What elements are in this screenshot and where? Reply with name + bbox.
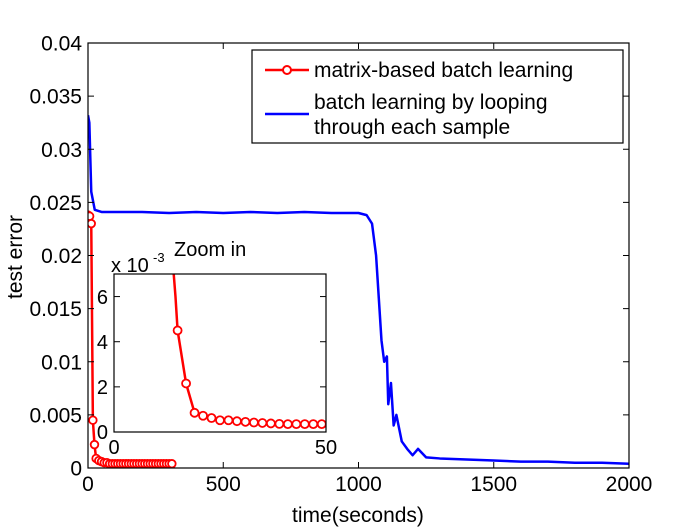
inset-matrix-point — [181, 378, 191, 389]
inset-title: Zoom in — [174, 239, 246, 261]
legend-label-looping-line-2: through each sample — [314, 116, 510, 139]
main-y-tick-label: 0 — [70, 458, 82, 481]
inset-matrix-point — [198, 410, 208, 421]
inset-matrix-point — [274, 418, 285, 429]
inset-y-tick-label: 2 — [97, 377, 108, 399]
main-x-tick-label: 0 — [82, 473, 94, 496]
inset-matrix-point — [172, 325, 183, 336]
inset-matrix-point — [265, 418, 276, 429]
main-y-tick-label: 0.025 — [29, 192, 82, 215]
inset-matrix-point — [215, 415, 225, 426]
inset-y-tick-label: 4 — [97, 332, 108, 354]
main-x-ticks: 0 500 1000 1500 2000 — [82, 43, 652, 496]
inset-matrix-point — [299, 419, 310, 430]
main-x-tick-label: 1000 — [335, 473, 382, 496]
inset-matrix-point — [223, 415, 234, 426]
inset-series-matrix — [172, 274, 326, 430]
inset-matrix-point — [249, 417, 259, 428]
inset-y-ticks: 0 2 4 6 — [97, 287, 326, 444]
series-looping — [88, 115, 629, 465]
inset-scale-label: x 10 -3 — [111, 250, 165, 277]
inset-y-tick-label: 6 — [97, 287, 108, 309]
main-y-tick-label: 0.015 — [29, 298, 82, 321]
main-y-tick-label: 0.03 — [41, 139, 82, 162]
inset-plot-area — [114, 274, 326, 432]
main-y-tick-label: 0.02 — [41, 245, 82, 268]
looping-line — [88, 115, 629, 465]
main-x-tick-label: 1500 — [470, 473, 517, 496]
y-axis-label: test error — [4, 215, 27, 299]
x-axis-label: time(seconds) — [292, 504, 424, 527]
main-y-tick-label: 0.04 — [41, 33, 82, 56]
inset-matrix-point — [206, 413, 217, 423]
inset-x-tick-label: 0 — [108, 437, 119, 459]
matrix-point — [88, 218, 96, 229]
inset-scale-text: x 10 — [111, 255, 149, 277]
inset-matrix-point — [282, 419, 293, 430]
inset-y-tick-label: 0 — [97, 422, 108, 444]
inset-plot-frame — [113, 273, 327, 433]
main-x-tick-label: 2000 — [606, 473, 653, 496]
inset-scale-exponent: -3 — [153, 250, 165, 265]
matrix-point — [89, 439, 100, 450]
legend-entry-looping: batch learning by looping through each s… — [265, 91, 548, 139]
legend: matrix-based batch learning batch learni… — [251, 49, 624, 144]
main-y-tick-label: 0.005 — [29, 404, 82, 427]
matrix-point — [167, 459, 177, 468]
main-y-tick-label: 0.01 — [41, 351, 82, 374]
inset-matrix-point — [291, 419, 302, 430]
legend-box — [251, 49, 624, 144]
inset-matrix-point — [240, 416, 251, 427]
inset-matrix-point — [257, 418, 268, 428]
inset-x-tick-label: 50 — [315, 437, 337, 459]
inset-matrix-point — [232, 416, 242, 427]
main-x-tick-label: 500 — [206, 473, 241, 496]
inset-matrix-point — [316, 419, 326, 429]
main-y-ticks: 0 0.005 0.01 0.015 0.02 0.025 0.03 0.035 0.04 — [29, 33, 629, 481]
matrix-point — [88, 415, 98, 425]
inset-x-ticks: 0 50 — [108, 274, 337, 459]
inset-axes: 0 50 0 2 4 6 x 10 -3 Zoom in — [97, 239, 337, 459]
inset-matrix-point — [189, 407, 200, 418]
inset-matrix-point — [308, 419, 319, 430]
main-y-tick-label: 0.035 — [29, 86, 82, 109]
legend-label-matrix: matrix-based batch learning — [314, 59, 573, 82]
legend-entry-matrix: matrix-based batch learning — [265, 59, 573, 82]
legend-label-looping-line-1: batch learning by looping — [314, 91, 548, 114]
legend-marker-matrix — [282, 65, 292, 75]
